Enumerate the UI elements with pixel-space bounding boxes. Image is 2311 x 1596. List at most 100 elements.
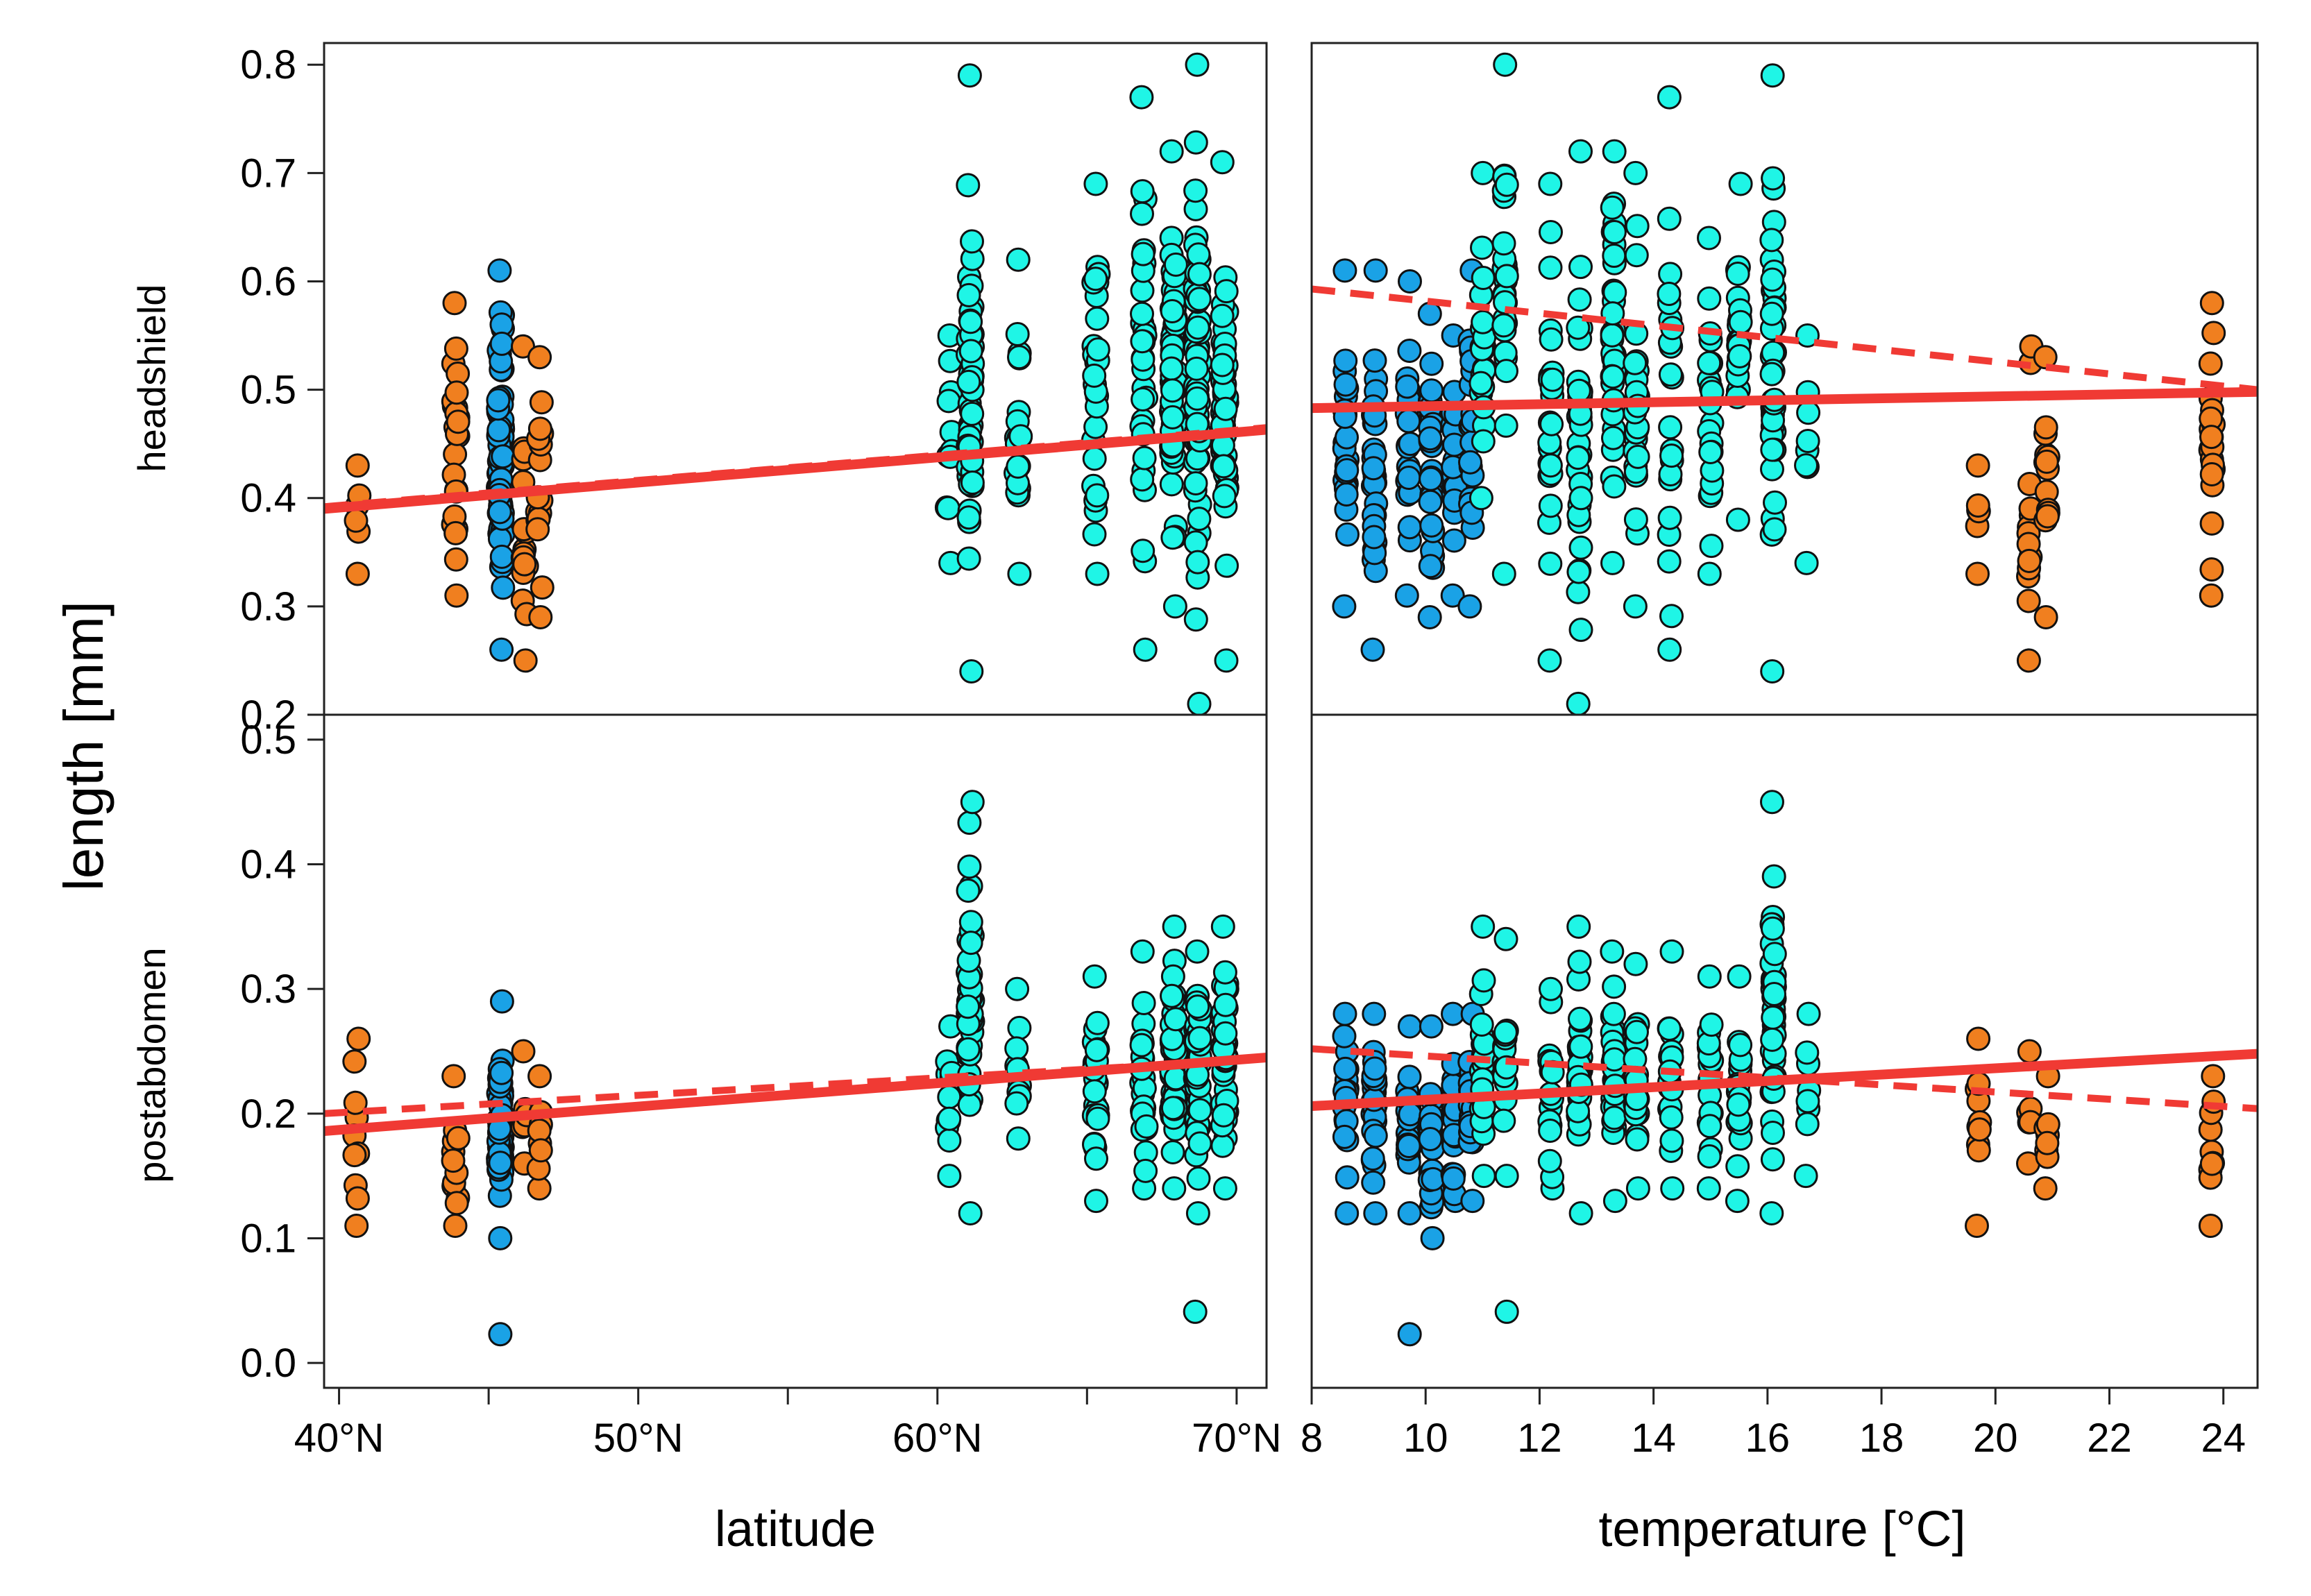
data-point-blue xyxy=(1441,528,1466,553)
data-point-blue xyxy=(1332,1124,1357,1149)
data-point-cyan xyxy=(1762,942,1787,967)
data-point-cyan xyxy=(1085,561,1110,586)
data-point-cyan xyxy=(1133,1158,1158,1183)
data-point-cyan xyxy=(1004,1036,1029,1061)
data-point-orange xyxy=(1967,1117,1992,1142)
data-point-cyan xyxy=(1134,1114,1159,1139)
data-point-cyan xyxy=(1760,1027,1785,1052)
data-point-blue xyxy=(1335,522,1360,547)
data-point-cyan xyxy=(1006,454,1031,479)
data-point-cyan xyxy=(1539,220,1563,244)
data-point-cyan xyxy=(1793,1164,1818,1189)
data-point-cyan xyxy=(1657,505,1682,530)
x-tick-label: 24 xyxy=(2201,1416,2246,1461)
data-point-blue xyxy=(1333,372,1358,397)
data-point-cyan xyxy=(1494,264,1519,289)
data-point-cyan xyxy=(1623,350,1648,375)
data-point-orange xyxy=(444,583,469,608)
data-point-cyan xyxy=(1657,637,1682,662)
data-point-cyan xyxy=(1186,1166,1211,1191)
data-point-cyan xyxy=(1082,522,1107,547)
data-point-orange xyxy=(527,345,552,370)
fit-line-dashed xyxy=(324,1055,1267,1117)
data-point-cyan xyxy=(1566,691,1591,715)
data-point-blue xyxy=(488,1151,513,1175)
data-point-blue xyxy=(1395,374,1420,399)
data-point-cyan xyxy=(1795,1040,1820,1065)
data-point-orange xyxy=(2199,425,2224,450)
data-point-blue xyxy=(1441,1166,1466,1191)
data-point-cyan xyxy=(1494,1164,1519,1189)
data-point-cyan xyxy=(1210,353,1235,377)
data-point-cyan xyxy=(1162,914,1187,939)
data-point-cyan xyxy=(1470,235,1494,260)
data-point-cyan xyxy=(1085,337,1110,362)
row-label-postabdomen: postabdomen xyxy=(130,947,173,1182)
x-tick-label: 40°N xyxy=(294,1416,384,1461)
data-point-cyan xyxy=(1538,551,1563,576)
data-point-cyan xyxy=(1697,350,1722,375)
data-point-cyan xyxy=(1187,691,1212,715)
data-point-cyan xyxy=(1160,983,1184,1008)
data-point-orange xyxy=(441,1064,466,1089)
data-point-cyan xyxy=(957,810,982,835)
data-point-orange xyxy=(441,1148,466,1173)
data-point-cyan xyxy=(1539,976,1563,1001)
data-point-cyan xyxy=(1494,1299,1519,1324)
data-point-cyan xyxy=(937,1106,962,1131)
data-point-cyan xyxy=(1795,1089,1820,1114)
data-point-cyan xyxy=(1129,85,1154,110)
data-point-cyan xyxy=(1602,974,1627,999)
data-point-cyan xyxy=(1082,363,1107,388)
panel-temperature-postabdomen: 8 10 12 14 16 18 20 22 24 xyxy=(1301,713,2259,1461)
data-point-cyan xyxy=(1760,790,1784,815)
data-point-cyan xyxy=(1007,561,1032,586)
data-point-orange xyxy=(443,442,468,467)
data-point-blue xyxy=(1360,1146,1385,1171)
data-point-orange xyxy=(2033,1176,2058,1201)
data-point-cyan xyxy=(1214,553,1239,578)
data-point-blue xyxy=(491,575,516,600)
data-point-cyan xyxy=(1183,471,1208,495)
y-tick-label: 0.8 xyxy=(240,42,296,87)
data-point-orange xyxy=(525,517,550,542)
data-point-cyan xyxy=(937,1164,962,1189)
data-point-orange xyxy=(528,605,553,629)
points-layer xyxy=(324,52,1267,715)
data-point-orange xyxy=(2199,462,2224,486)
data-point-cyan xyxy=(1082,964,1107,989)
data-point-cyan xyxy=(1761,1005,1786,1030)
data-point-cyan xyxy=(1129,1033,1154,1058)
data-point-blue xyxy=(1362,348,1387,373)
data-point-cyan xyxy=(1493,926,1518,951)
data-point-cyan xyxy=(1727,964,1752,989)
data-point-cyan xyxy=(1494,172,1519,197)
data-point-blue xyxy=(1419,1014,1444,1039)
data-point-blue xyxy=(1417,605,1442,629)
data-point-cyan xyxy=(1623,507,1648,532)
data-point-blue xyxy=(1397,1322,1422,1347)
data-point-cyan xyxy=(1697,226,1721,251)
data-point-blue xyxy=(1418,489,1443,514)
points-layer xyxy=(1312,790,2258,1347)
data-point-cyan xyxy=(1568,255,1593,280)
data-point-cyan xyxy=(1623,160,1648,185)
data-point-cyan xyxy=(1568,535,1593,560)
data-point-cyan xyxy=(1657,1017,1682,1041)
data-point-cyan xyxy=(1657,85,1682,110)
points-layer xyxy=(1312,52,2258,715)
data-point-cyan xyxy=(1659,1128,1684,1153)
data-point-cyan xyxy=(1214,279,1239,304)
panel-frame xyxy=(323,713,1268,1389)
data-point-blue xyxy=(486,388,511,413)
data-point-cyan xyxy=(1163,1007,1188,1032)
data-point-cyan xyxy=(1566,315,1591,340)
data-point-cyan xyxy=(1085,483,1110,508)
data-point-cyan xyxy=(1185,52,1210,77)
data-point-cyan xyxy=(1083,171,1108,196)
data-point-cyan xyxy=(1602,280,1627,305)
data-point-blue xyxy=(489,1060,514,1085)
data-point-cyan xyxy=(1083,414,1108,439)
data-point-cyan xyxy=(1795,323,1820,348)
data-point-orange xyxy=(2033,415,2058,440)
